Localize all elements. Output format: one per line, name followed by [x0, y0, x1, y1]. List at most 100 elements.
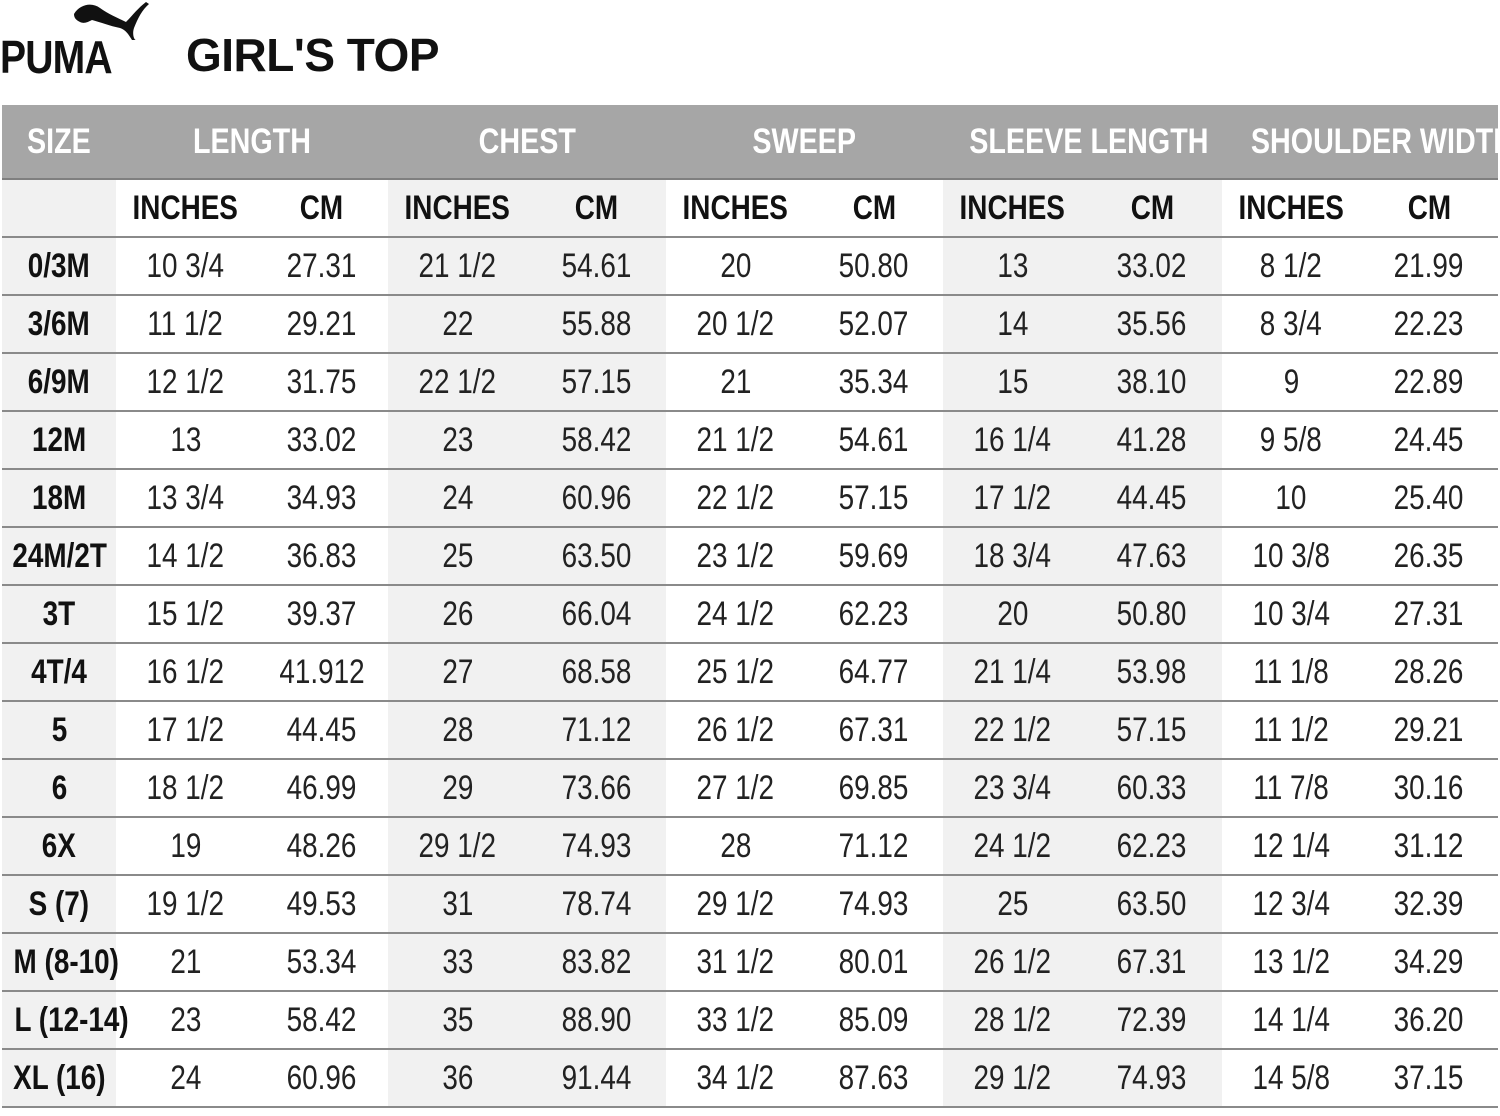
- cell-length-cm: 48.26: [255, 817, 389, 876]
- cell-value: 29 1/2: [973, 1058, 1052, 1097]
- cell-length-cm: 39.37: [255, 585, 389, 644]
- header-length: LENGTH: [116, 105, 389, 180]
- cell-shoulder-cm: 37.15: [1360, 1049, 1499, 1108]
- cell-value: 63.50: [561, 536, 632, 575]
- cell-value: 22: [441, 304, 474, 343]
- cell-value: 66.04: [561, 594, 632, 633]
- cell-value: 26: [441, 594, 474, 633]
- cell-length-cm: 33.02: [255, 411, 389, 470]
- cell-value: 31.75: [286, 362, 357, 401]
- unit-blank: [2, 179, 116, 238]
- cell-value: 20: [719, 246, 752, 285]
- cell-value: 25: [997, 884, 1029, 923]
- cell-length-cm: 60.96: [255, 1049, 389, 1108]
- cell-chest-cm: 60.96: [527, 469, 667, 528]
- cell-sleeve-inches: 16 1/4: [943, 411, 1083, 470]
- cell-chest-cm: 63.50: [527, 527, 667, 586]
- table-row: 6/9M 12 1/2 31.75 22 1/2 57.15 21 35.34 15 38.10…: [2, 353, 1499, 412]
- table-row: L (12-14) 23 58.42 35 88.90 33 1/2 85.09 28 1/2…: [2, 991, 1499, 1050]
- cell-sweep-inches: 20: [666, 237, 806, 296]
- cell-value: 62.23: [839, 594, 909, 633]
- cell-value: 25.40: [1394, 478, 1464, 517]
- cell-sleeve-inches: 17 1/2: [943, 469, 1083, 528]
- cell-value: 34.29: [1394, 942, 1464, 981]
- cell-size: L (12-14): [2, 991, 129, 1050]
- cell-sweep-cm: 67.31: [805, 701, 944, 760]
- cell-value: 27.31: [286, 246, 357, 285]
- cell-value: 5: [51, 710, 67, 749]
- puma-wordmark: PUMA: [0, 31, 113, 83]
- cell-value: 37.15: [1394, 1058, 1464, 1097]
- cell-shoulder-cm: 21.99: [1360, 237, 1499, 296]
- table-row: S (7) 19 1/2 49.53 31 78.74 29 1/2 74.93 25 63.5…: [2, 875, 1499, 934]
- table-row: 24M/2T 14 1/2 36.83 25 63.50 23 1/2 59.69 18 3/…: [2, 527, 1499, 586]
- cell-value: 59.69: [839, 536, 909, 575]
- cell-value: 16 1/4: [973, 420, 1052, 459]
- cell-chest-inches: 21 1/2: [388, 237, 528, 296]
- cell-length-cm: 53.34: [255, 933, 389, 992]
- cell-sleeve-inches: 28 1/2: [943, 991, 1083, 1050]
- cell-chest-cm: 58.42: [527, 411, 667, 470]
- cell-value: 21 1/2: [696, 420, 775, 459]
- cell-length-inches: 16 1/2: [116, 643, 255, 702]
- cell-value: 72.39: [1117, 1000, 1187, 1039]
- cell-value: 41.912: [278, 652, 365, 691]
- cell-chest-inches: 29 1/2: [388, 817, 528, 876]
- cell-chest-inches: 26: [388, 585, 528, 644]
- cell-size: 24M/2T: [2, 527, 116, 586]
- cell-value: 36.83: [286, 536, 357, 575]
- cell-chest-inches: 33: [388, 933, 528, 992]
- cell-size: 0/3M: [2, 237, 116, 296]
- cell-value: 49.53: [286, 884, 357, 923]
- cell-value: 11 1/2: [147, 304, 224, 343]
- cell-value: 28.26: [1394, 652, 1464, 691]
- cell-value: S (7): [28, 884, 90, 923]
- cell-chest-inches: 36: [388, 1049, 528, 1108]
- cell-value: 57.15: [561, 362, 632, 401]
- cell-chest-inches: 22: [388, 295, 528, 354]
- cell-sleeve-cm: 44.45: [1082, 469, 1223, 528]
- cell-value: 57.15: [839, 478, 909, 517]
- cell-value: 26 1/2: [973, 942, 1052, 981]
- cell-value: 87.63: [839, 1058, 909, 1097]
- cell-value: 62.23: [1117, 826, 1187, 865]
- header-sleeve-length: SLEEVE LENGTH: [943, 105, 1223, 180]
- cell-sleeve-inches: 13: [943, 237, 1083, 296]
- cell-sleeve-cm: 57.15: [1082, 701, 1223, 760]
- cell-sweep-inches: 27 1/2: [666, 759, 806, 818]
- puma-cat-icon: [74, 2, 149, 40]
- cell-sweep-inches: 25 1/2: [666, 643, 806, 702]
- header-size: SIZE: [2, 105, 116, 180]
- cell-value: 73.66: [561, 768, 632, 807]
- cell-sweep-cm: 35.34: [805, 353, 944, 412]
- cell-value: 14 1/4: [1252, 1000, 1330, 1039]
- cell-size: 3/6M: [2, 295, 116, 354]
- cell-value: 91.44: [561, 1058, 632, 1097]
- cell-sleeve-inches: 22 1/2: [943, 701, 1083, 760]
- cell-value: 38.10: [1117, 362, 1187, 401]
- unit-inches: INCHES: [1222, 179, 1361, 238]
- cell-length-cm: 41.912: [255, 643, 389, 702]
- cell-sleeve-cm: 74.93: [1082, 1049, 1223, 1108]
- cell-value: 31.12: [1394, 826, 1464, 865]
- cell-value: 60.96: [286, 1058, 357, 1097]
- cell-value: 33 1/2: [696, 1000, 775, 1039]
- cell-value: 19: [169, 826, 202, 865]
- cell-sleeve-cm: 47.63: [1082, 527, 1223, 586]
- cell-value: 9: [1283, 362, 1299, 401]
- header-chest: CHEST: [388, 105, 667, 180]
- unit-inches: INCHES: [943, 179, 1083, 238]
- table-row: XL (16) 24 60.96 36 91.44 34 1/2 87.63 29 1/2 74…: [2, 1049, 1499, 1108]
- cell-sweep-cm: 64.77: [805, 643, 944, 702]
- cell-value: 47.63: [1117, 536, 1187, 575]
- cell-value: 11 7/8: [1253, 768, 1329, 807]
- table-row: 5 17 1/2 44.45 28 71.12 26 1/2 67.31 22 1/2 57.1…: [2, 701, 1499, 760]
- cell-sweep-cm: 85.09: [805, 991, 944, 1050]
- cell-value: 60.33: [1117, 768, 1187, 807]
- cell-value: 12 1/2: [146, 362, 225, 401]
- cell-sleeve-inches: 15: [943, 353, 1083, 412]
- cell-length-inches: 11 1/2: [116, 295, 255, 354]
- cell-value: 18 3/4: [973, 536, 1052, 575]
- unit-cm: CM: [805, 179, 944, 238]
- cell-value: 10 3/4: [146, 246, 225, 285]
